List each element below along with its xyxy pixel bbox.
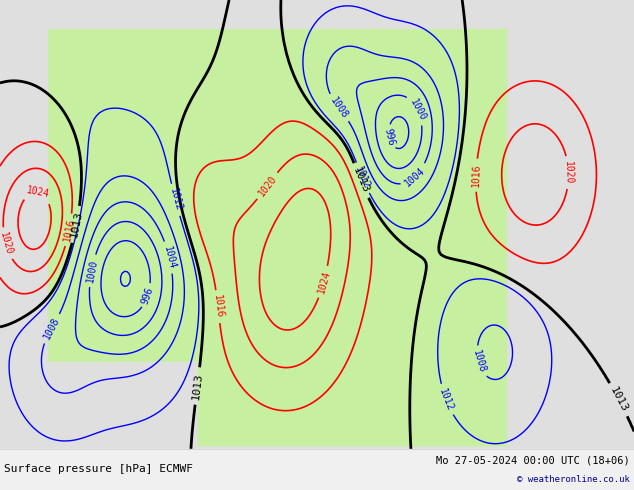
Text: 1012: 1012 bbox=[353, 165, 372, 191]
Text: © weatheronline.co.uk: © weatheronline.co.uk bbox=[517, 475, 630, 484]
Text: Mo 27-05-2024 00:00 UTC (18+06): Mo 27-05-2024 00:00 UTC (18+06) bbox=[436, 455, 630, 465]
Text: 1008: 1008 bbox=[470, 349, 487, 374]
Text: 1020: 1020 bbox=[563, 161, 574, 184]
Text: 1024: 1024 bbox=[26, 185, 51, 199]
Text: 996: 996 bbox=[382, 127, 396, 147]
Bar bbox=[0, 449, 634, 490]
Text: 1004: 1004 bbox=[403, 165, 427, 188]
Text: 1013: 1013 bbox=[68, 210, 84, 239]
Text: 1013: 1013 bbox=[608, 385, 630, 414]
Text: 1012: 1012 bbox=[437, 387, 455, 413]
Text: 1008: 1008 bbox=[328, 96, 349, 121]
Text: 1012: 1012 bbox=[167, 187, 183, 213]
Text: 1016: 1016 bbox=[470, 163, 481, 187]
Text: 1020: 1020 bbox=[256, 173, 278, 198]
Text: 1024: 1024 bbox=[316, 270, 332, 294]
Text: 1000: 1000 bbox=[408, 97, 427, 122]
Text: 1020: 1020 bbox=[0, 231, 14, 256]
Text: 1013: 1013 bbox=[191, 372, 204, 400]
Text: 1016: 1016 bbox=[62, 218, 76, 243]
Text: 996: 996 bbox=[140, 286, 155, 306]
Text: 1016: 1016 bbox=[212, 294, 224, 319]
Text: 1000: 1000 bbox=[84, 258, 99, 283]
Text: 1004: 1004 bbox=[162, 245, 177, 270]
Text: 1008: 1008 bbox=[42, 316, 61, 341]
Text: Surface pressure [hPa] ECMWF: Surface pressure [hPa] ECMWF bbox=[4, 465, 193, 474]
Text: 1013: 1013 bbox=[351, 166, 371, 195]
